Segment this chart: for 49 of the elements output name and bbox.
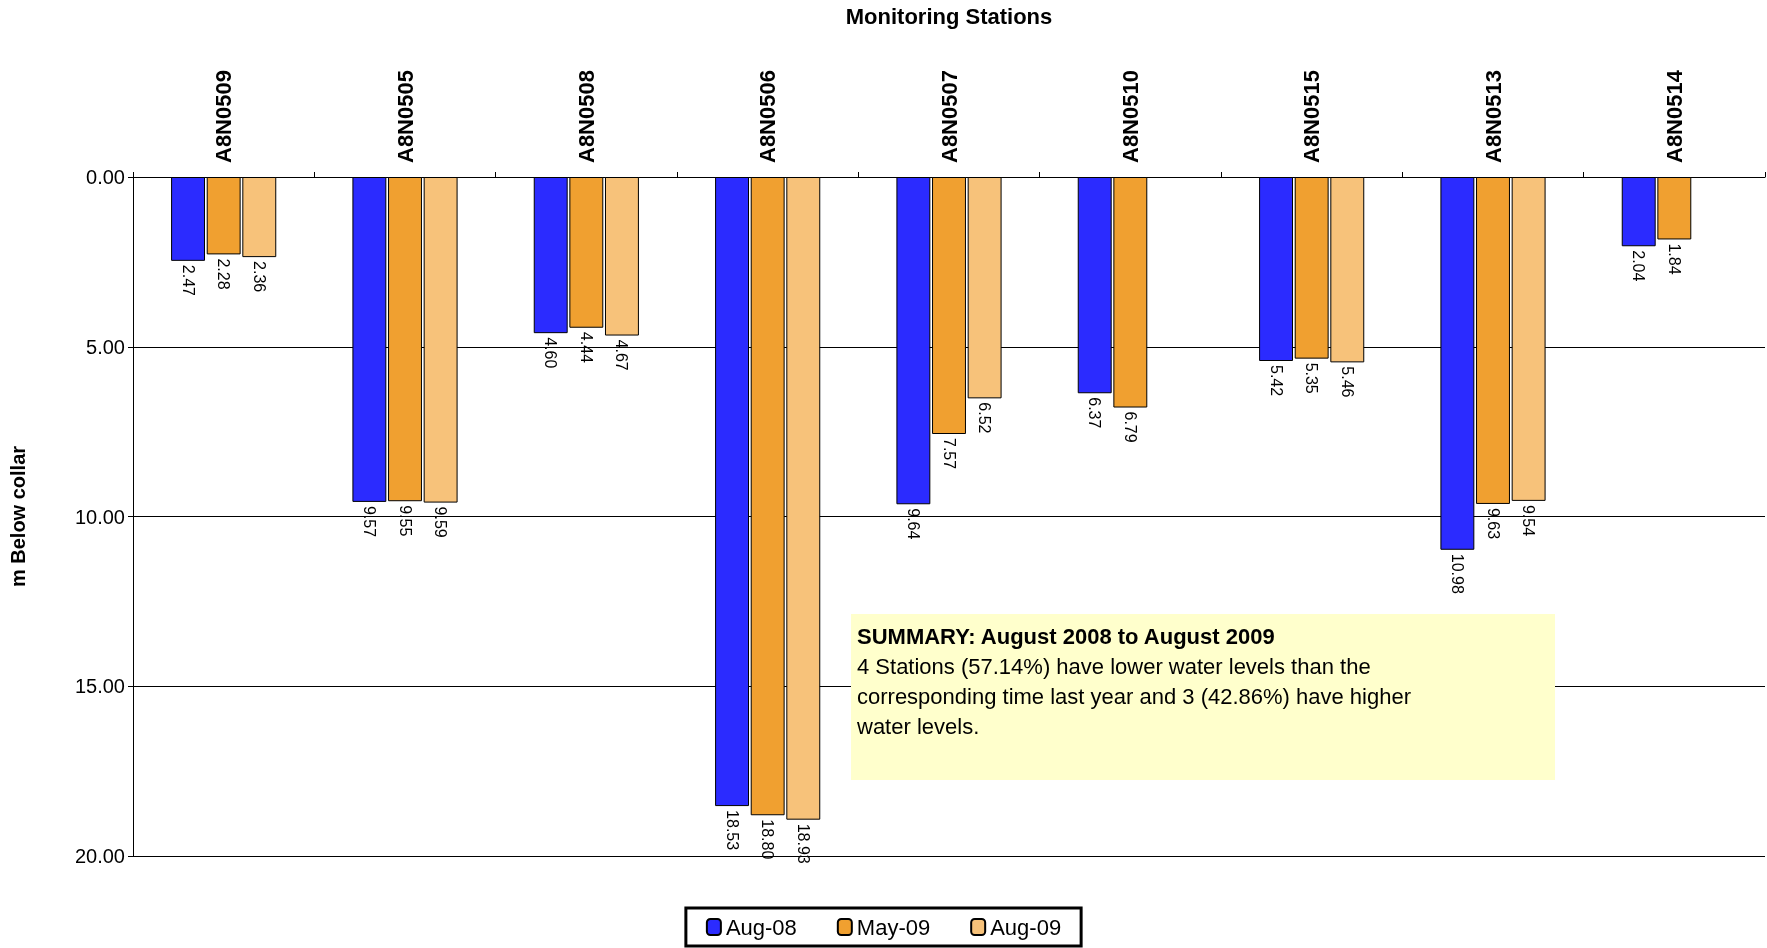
y-tick-label: 0.00: [86, 166, 125, 188]
data-label: 4.44: [577, 331, 595, 363]
data-label: 2.47: [179, 264, 197, 297]
data-label: 2.28: [215, 258, 233, 290]
data-label: 5.42: [1267, 365, 1285, 397]
data-label: 7.57: [940, 438, 958, 470]
data-label: 18.80: [759, 819, 777, 860]
data-label: 9.63: [1484, 507, 1502, 540]
annotation: 4 Stations (57.14%) have lower water levels than the corresponding time last year and 3 (42.86%) have higher water levels.: [857, 653, 1412, 741]
note-box: SUMMARY: August 2008 to August 2009 4 Stations (57.14%) have lower water levels than the corresponding time last year and 3 (42.86%) have higher water levels.: [851, 614, 1555, 780]
y-tick-label: 10.00: [74, 505, 125, 528]
x-axis-title: Monitoring Stations: [845, 3, 1053, 29]
data-label: 9.64: [904, 508, 922, 540]
data-label: 1.84: [1665, 243, 1683, 275]
data-label: 5.35: [1303, 362, 1321, 394]
data-label: 18.93: [794, 823, 812, 864]
data-label: 5.46: [1338, 366, 1356, 398]
x-tick-label: A8N0509: [211, 70, 237, 163]
y-tick-label: 5.00: [86, 335, 125, 358]
y-tick-label: 20.00: [74, 845, 125, 867]
x-tick-label: A8N0510: [1117, 70, 1143, 163]
data-label: 4.67: [613, 339, 631, 371]
legend-label: Aug-08: [725, 914, 797, 940]
data-label: 9.55: [396, 505, 414, 537]
data-label: 2.36: [250, 261, 268, 293]
x-tick-label: A8N0507: [936, 70, 962, 163]
data-label: 9.57: [360, 505, 378, 538]
x-tick-label: A8N0513: [1480, 70, 1506, 163]
data-label: 6.79: [1121, 411, 1139, 443]
x-tick-label: A8N0508: [573, 70, 599, 163]
data-label: 9.59: [432, 506, 450, 538]
data-label: 18.53: [723, 810, 741, 851]
legend-label: May-09: [856, 914, 931, 940]
annotation: SUMMARY: August 2008 to August 2009: [857, 623, 1276, 651]
y-axis-title: m Below collar: [7, 445, 29, 588]
data-label: 2.04: [1630, 250, 1648, 282]
x-tick-label: A8N0514: [1661, 69, 1687, 163]
legend-label: Aug-09: [990, 914, 1062, 940]
data-label: 9.54: [1520, 504, 1538, 537]
x-tick-label: A8N0505: [392, 70, 418, 163]
bar: [604, 177, 639, 336]
data-label: 10.98: [1448, 553, 1466, 594]
x-tick-label: A8N0506: [755, 70, 781, 163]
data-label: 6.52: [976, 402, 994, 434]
bar: [171, 177, 206, 261]
data-label: 6.37: [1086, 397, 1104, 429]
y-tick-label: 15.00: [74, 675, 125, 698]
data-label: 4.60: [542, 337, 560, 369]
x-tick-label: A8N0515: [1299, 70, 1325, 163]
